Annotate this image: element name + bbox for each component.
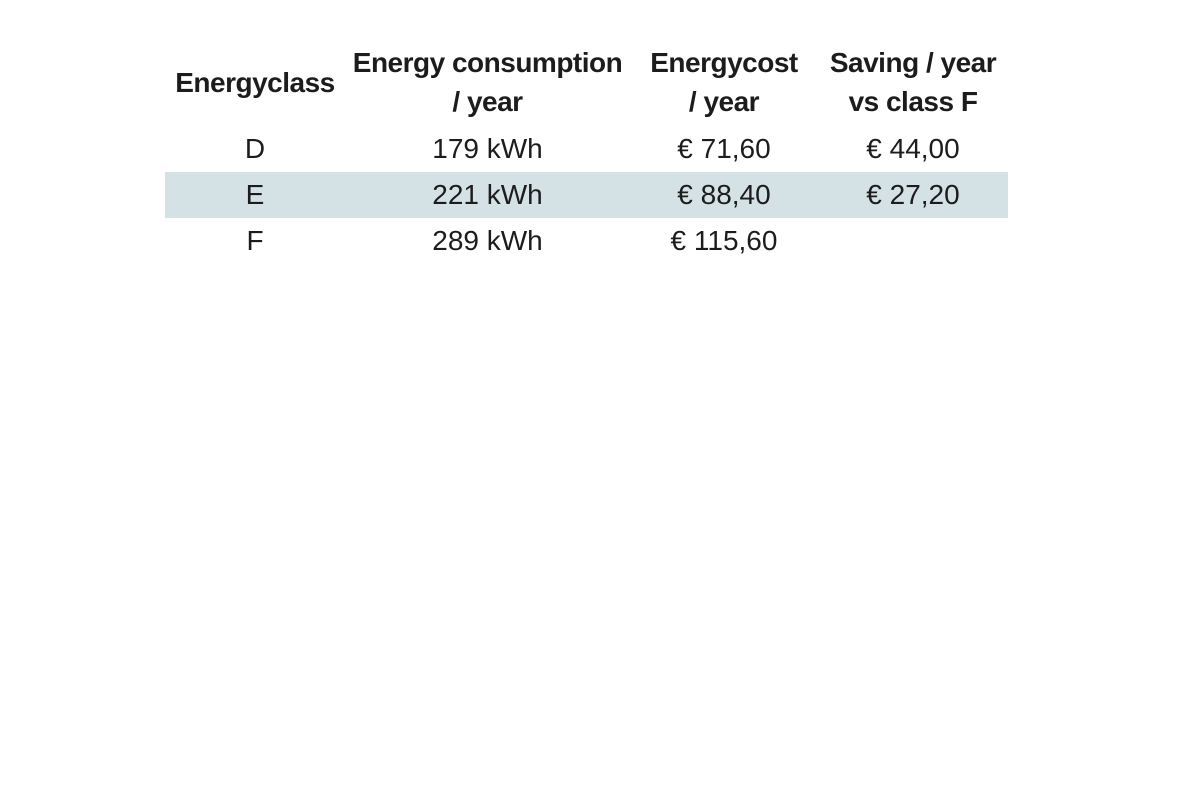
column-header-energyclass: Energyclass <box>165 38 345 126</box>
cell-saving: € 27,20 <box>866 179 960 210</box>
cell-consumption: 179 kWh <box>432 133 543 164</box>
cell-energyclass: F <box>246 225 264 256</box>
header-label: Energyclass <box>175 66 335 98</box>
cell-cost: € 88,40 <box>677 179 771 210</box>
table-row-class-e: E 221 kWh € 88,40 € 27,20 <box>165 172 1008 218</box>
header-label-line2: vs class F <box>848 86 978 117</box>
column-header-energy-consumption: Energy consumption / year <box>345 38 630 126</box>
column-header-saving: Saving / year vs class F <box>818 38 1008 126</box>
cell-consumption: 289 kWh <box>432 225 543 256</box>
cell-cost: € 71,60 <box>677 133 771 164</box>
table-row-class-f: F 289 kWh € 115,60 <box>165 218 1008 264</box>
header-label-line1: Saving / year <box>829 47 997 78</box>
column-header-energycost: Energycost / year <box>630 38 818 126</box>
cell-saving: € 44,00 <box>866 133 960 164</box>
header-label-line1: Energy consumption <box>352 47 623 78</box>
header-label-line2: / year <box>688 86 760 117</box>
energy-comparison-table: Energyclass Energy consumption / year En… <box>165 38 1008 264</box>
cell-energyclass: D <box>244 133 266 164</box>
cell-consumption: 221 kWh <box>432 179 543 210</box>
header-label-line1: Energycost <box>650 47 798 78</box>
header-row: Energyclass Energy consumption / year En… <box>165 38 1008 126</box>
table-row-class-d: D 179 kWh € 71,60 € 44,00 <box>165 126 1008 172</box>
header-label-line2: / year <box>452 86 523 117</box>
cell-saving <box>818 218 1008 264</box>
cell-energyclass: E <box>245 179 265 210</box>
cell-cost: € 115,60 <box>670 225 778 256</box>
